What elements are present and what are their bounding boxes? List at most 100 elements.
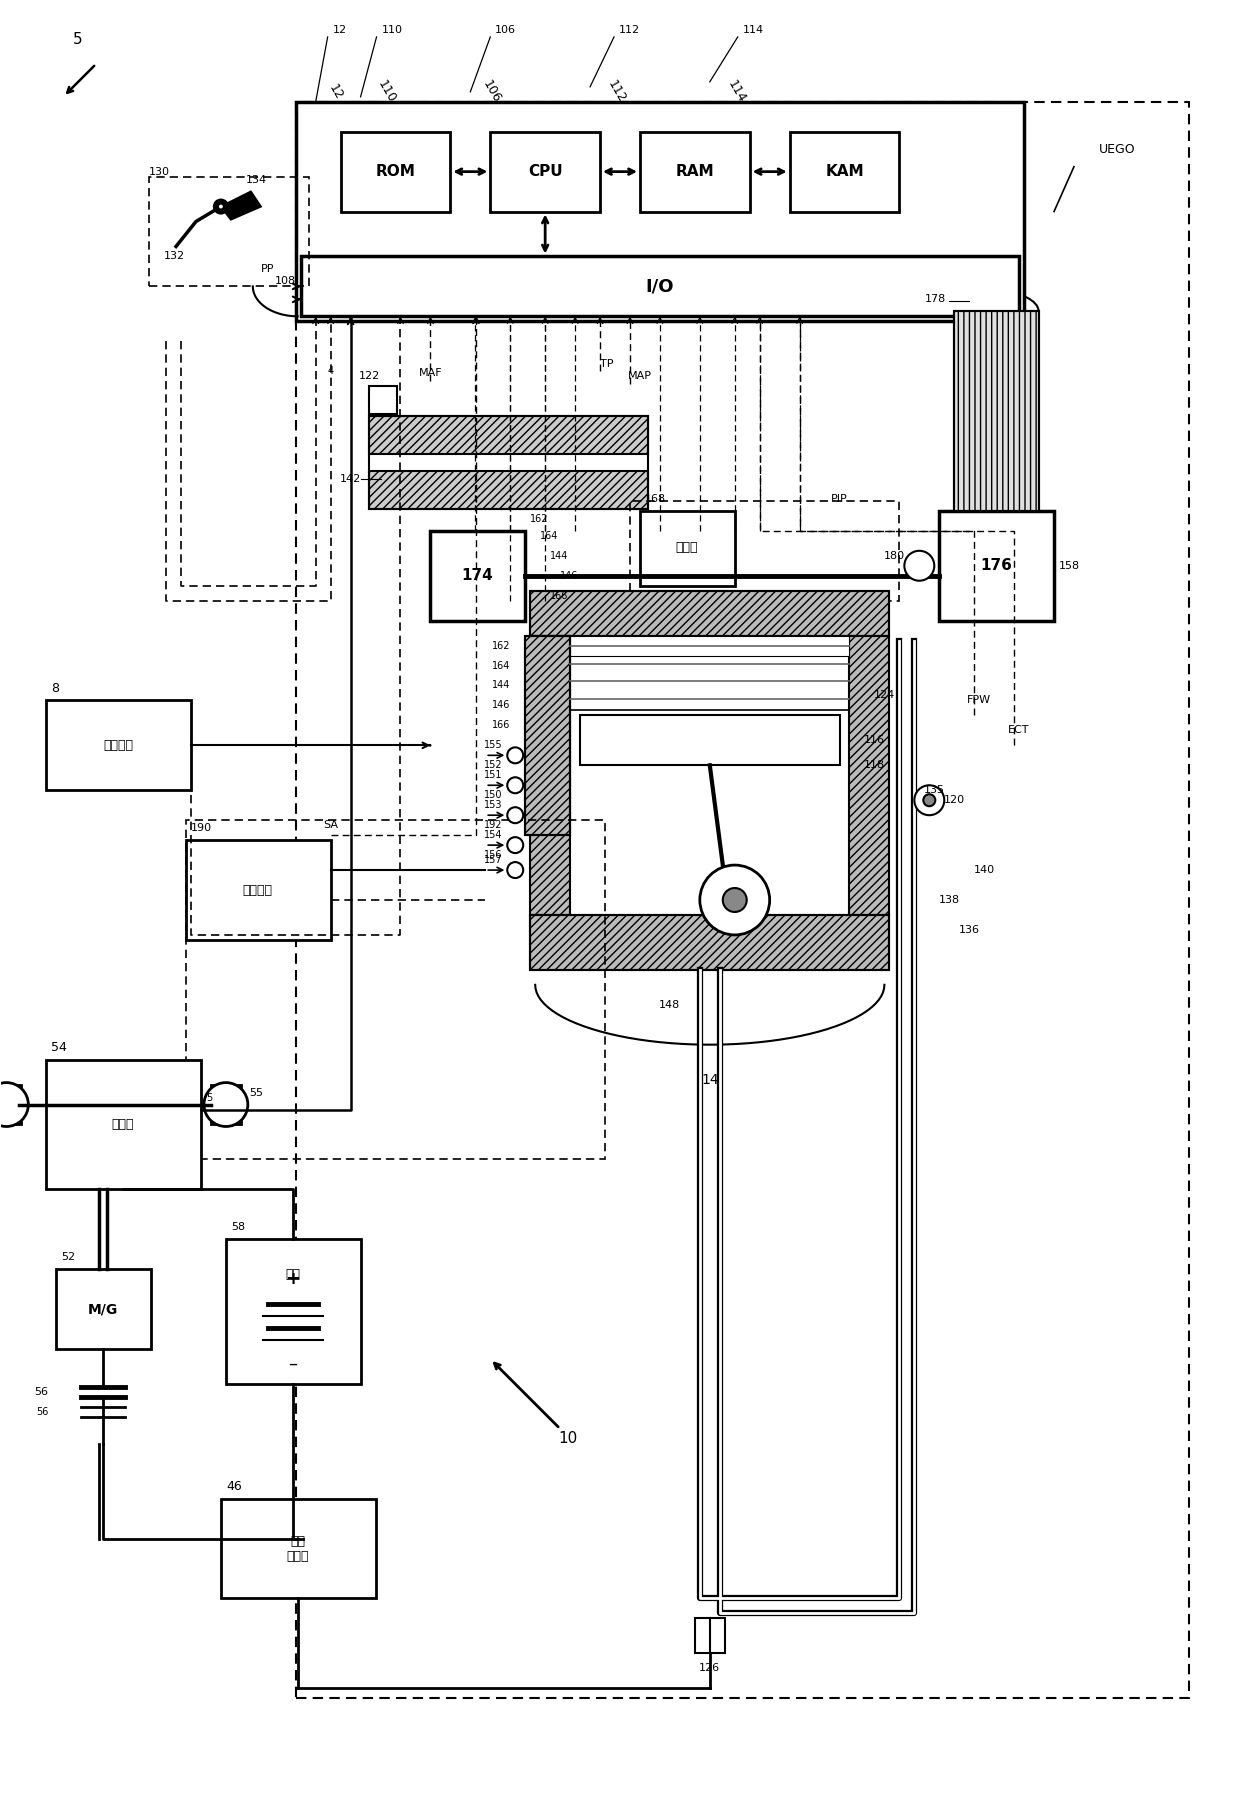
Bar <box>0 1085 21 1124</box>
Text: SA: SA <box>324 820 339 831</box>
Bar <box>430 532 526 620</box>
Bar <box>211 1085 241 1124</box>
Text: +: + <box>285 1270 300 1288</box>
Bar <box>580 715 839 766</box>
Text: 110: 110 <box>382 25 403 34</box>
Text: 156: 156 <box>484 851 502 860</box>
Bar <box>640 512 735 586</box>
Circle shape <box>904 551 934 580</box>
Text: 178: 178 <box>925 294 946 305</box>
Text: 10: 10 <box>558 1431 578 1447</box>
Circle shape <box>507 748 523 764</box>
Text: 132: 132 <box>164 252 185 261</box>
Text: 166: 166 <box>551 591 568 600</box>
Circle shape <box>507 861 523 878</box>
Text: 55: 55 <box>249 1088 263 1097</box>
Text: I/O: I/O <box>646 278 675 296</box>
Text: 130: 130 <box>149 166 170 177</box>
Text: 点火系统: 点火系统 <box>243 883 273 897</box>
Bar <box>531 591 889 636</box>
Text: 112: 112 <box>619 25 640 34</box>
Text: 124: 124 <box>874 690 895 701</box>
Text: PP: PP <box>262 265 274 274</box>
Text: 电池: 电池 <box>285 1267 300 1281</box>
Text: 114: 114 <box>724 77 748 105</box>
Text: 164: 164 <box>541 532 558 541</box>
Text: 106: 106 <box>480 77 503 105</box>
Text: 174: 174 <box>461 568 494 584</box>
Text: 152: 152 <box>484 760 502 769</box>
Text: 106: 106 <box>495 25 516 34</box>
Circle shape <box>507 777 523 793</box>
Text: 122: 122 <box>358 371 379 382</box>
Text: 168: 168 <box>645 494 666 505</box>
Text: 162: 162 <box>531 514 549 524</box>
Text: 52: 52 <box>61 1252 76 1261</box>
Bar <box>955 312 1039 512</box>
Text: 56: 56 <box>36 1407 48 1416</box>
Text: 158: 158 <box>1059 560 1080 571</box>
Text: MAF: MAF <box>419 368 443 378</box>
Text: 144: 144 <box>492 681 510 690</box>
Bar <box>368 416 649 454</box>
Text: PIP: PIP <box>831 494 848 505</box>
Circle shape <box>215 200 228 214</box>
Bar <box>46 1060 201 1189</box>
Text: 118: 118 <box>864 760 885 769</box>
Bar <box>295 101 1189 1697</box>
Bar <box>531 915 889 969</box>
Text: 134: 134 <box>246 175 267 184</box>
Bar <box>790 132 899 211</box>
Bar <box>570 645 849 710</box>
Bar <box>56 1269 151 1350</box>
Text: 138: 138 <box>939 896 960 905</box>
Text: 162: 162 <box>492 640 510 651</box>
Circle shape <box>0 1083 29 1126</box>
Bar <box>640 132 750 211</box>
Text: 154: 154 <box>484 831 502 840</box>
Text: 155: 155 <box>484 741 502 750</box>
Text: ECT: ECT <box>1008 726 1030 735</box>
Bar <box>570 636 849 656</box>
Text: 交流
发电机: 交流 发电机 <box>286 1535 309 1562</box>
Text: 135: 135 <box>924 786 945 795</box>
Bar <box>955 312 1039 512</box>
Text: 166: 166 <box>492 721 510 730</box>
Text: 164: 164 <box>492 661 510 670</box>
Text: 153: 153 <box>484 800 502 811</box>
Circle shape <box>914 786 945 815</box>
Text: 5: 5 <box>73 32 83 47</box>
Text: 变速器: 变速器 <box>112 1117 134 1132</box>
Text: 176: 176 <box>980 559 1012 573</box>
Polygon shape <box>221 191 260 220</box>
Circle shape <box>924 795 935 805</box>
Text: UEGO: UEGO <box>1099 142 1136 157</box>
Text: 56: 56 <box>35 1388 48 1397</box>
Text: 114: 114 <box>743 25 764 34</box>
Text: 146: 146 <box>560 571 579 580</box>
Text: 5: 5 <box>206 1092 212 1103</box>
Bar <box>368 386 397 414</box>
Text: FPW: FPW <box>967 696 991 705</box>
Text: 4: 4 <box>327 366 334 377</box>
Bar <box>186 840 331 941</box>
Text: 108: 108 <box>275 276 296 287</box>
Text: 150: 150 <box>484 791 502 800</box>
Circle shape <box>507 838 523 852</box>
Bar <box>490 132 600 211</box>
Text: 192: 192 <box>484 820 502 831</box>
Text: 14: 14 <box>701 1072 719 1087</box>
Text: ROM: ROM <box>376 164 415 178</box>
Text: 144: 144 <box>551 551 568 560</box>
Text: RAM: RAM <box>676 164 714 178</box>
Text: 190: 190 <box>191 824 212 833</box>
Text: KAM: KAM <box>825 164 864 178</box>
Text: 燃料系统: 燃料系统 <box>103 739 133 751</box>
Text: MAP: MAP <box>627 371 652 382</box>
Bar <box>526 636 570 834</box>
Text: 148: 148 <box>660 1000 681 1009</box>
Bar <box>849 636 889 915</box>
Bar <box>526 636 570 834</box>
Text: 151: 151 <box>484 769 502 780</box>
Bar <box>939 512 1054 620</box>
